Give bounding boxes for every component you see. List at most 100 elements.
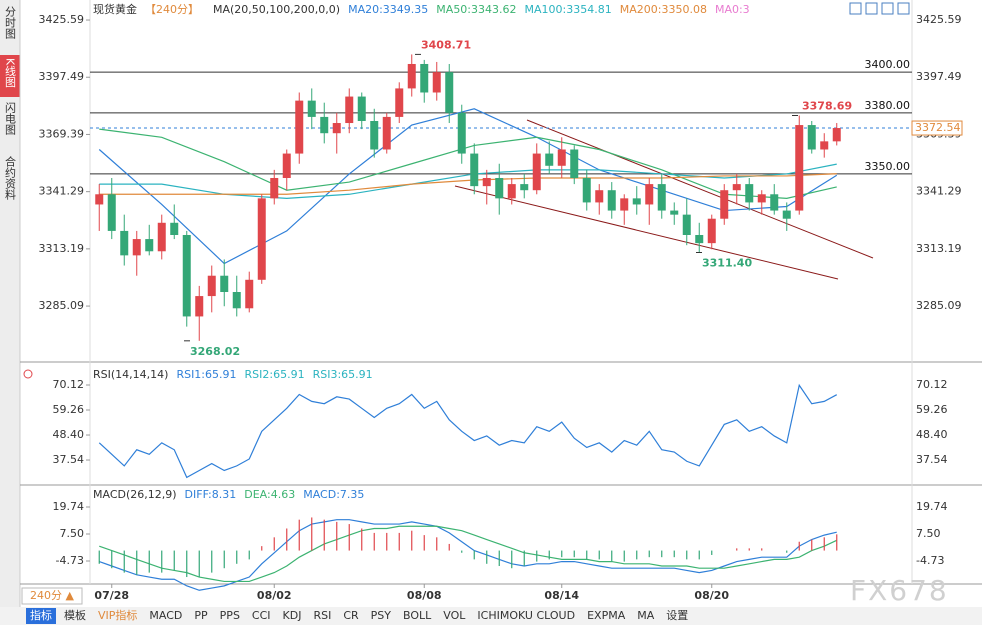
y-tick-label-right: -4.73 [916,554,944,567]
icon[interactable] [881,2,894,15]
legend-text: DEA:4.63 [244,488,295,501]
last-price-box [911,120,963,136]
y-tick-label: -4.73 [56,554,84,567]
last-price-label: 3372.54 [915,121,961,134]
candle-body [770,194,779,211]
y-tick-label: 3397.49 [39,70,85,83]
icon[interactable] [865,2,878,15]
toolbar-active [26,608,56,624]
toolbar-item[interactable]: PP [194,609,208,622]
y-tick-label: 59.26 [53,403,85,416]
candle-body [520,184,529,191]
toolbar-item[interactable]: ICHIMOKU CLOUD [477,609,575,622]
candle-body [682,214,691,235]
toolbar-item[interactable]: CR [343,609,359,622]
y-tick-label: 48.40 [53,428,85,441]
icon[interactable] [897,2,910,15]
annotation: 3378.69 [802,100,852,113]
annotation: 3408.71 [421,38,471,51]
x-tick-label: 07/28 [94,589,129,602]
toolbar-item[interactable]: PSY [371,609,392,622]
toolbar-item[interactable]: KDJ [283,609,302,622]
candle-body [657,184,666,211]
level-label: 3350.00 [865,160,911,173]
y-tick-label: 3425.59 [39,13,85,26]
candle-body [457,112,466,154]
candle-body [307,100,316,117]
toolbar-item[interactable]: 设置 [666,609,688,622]
sidebar-tab[interactable]: 闪电图 [4,101,17,136]
candle-body [495,177,504,199]
legend-text: 【240分】 [145,3,199,16]
y-tick-label: 19.74 [53,500,85,513]
x-tick-label: 08/14 [544,589,579,602]
x-tick-label: 08/08 [407,589,442,602]
toolbar-item[interactable]: 模板 [64,608,86,622]
annotation: 3268.02 [190,345,240,358]
toolbar-item[interactable]: 指标 [30,608,52,622]
candle-body [607,190,616,211]
legend-text: MA20:3349.35 [348,3,428,16]
toolbar-item[interactable]: VIP指标 [98,608,137,622]
y-tick-label: 3313.19 [39,242,85,255]
candle-body [207,275,216,297]
candle-body [695,234,704,244]
toolbar-item[interactable]: RSI [313,609,331,622]
period-button[interactable] [21,587,83,605]
candle-body [132,239,141,256]
toolbar-item[interactable]: PPS [220,609,240,622]
sidebar-tab[interactable]: 合约资料 [4,155,17,201]
y-tick-label-right: 3313.19 [916,242,962,255]
candle-body [245,279,254,309]
y-tick-label-right: 3397.49 [916,70,962,83]
toolbar-item[interactable]: CCI [252,609,271,622]
legend-text: 现货黄金 [93,2,137,16]
candle-body [120,230,129,256]
candle-body [257,198,266,280]
toolbar-item[interactable]: BOLL [403,609,432,622]
toolbar-item[interactable]: VOL [443,609,466,622]
candle-body [620,198,629,211]
candle-body [570,149,579,178]
candle-body [320,116,329,134]
y-tick-label-right: 48.40 [916,428,948,441]
trend-line [526,119,874,259]
legend-text: MA200:3350.08 [620,3,707,16]
series-line [99,525,838,583]
annotation: 3311.40 [702,257,752,270]
legend-text: RSI(14,14,14) [93,368,168,381]
period-button-label[interactable]: 240分 ▲ [30,589,74,602]
toolbar-item[interactable]: EXPMA [587,609,626,622]
candle-body [757,194,766,203]
candle-body [632,198,641,205]
candle-body [420,63,429,93]
y-tick-label: 3341.29 [39,185,85,198]
sidebar-tab[interactable]: K线图 [4,58,17,88]
toolbar [0,607,982,625]
settings-icon[interactable] [23,369,33,379]
y-tick-label: 3285.09 [39,299,85,312]
toolbar-item[interactable]: MACD [149,609,182,622]
toolbar-item[interactable]: MA [637,609,654,622]
legend-text: MA0:3 [715,3,750,16]
legend-text: MACD(26,12,9) [93,488,177,501]
candle-body [220,275,229,293]
candle-body [832,128,841,142]
icon[interactable] [849,2,862,15]
window-icons [849,2,910,15]
trend-lines [454,119,874,280]
candle-body [545,153,554,166]
sidebar-tab[interactable]: 分时图 [4,6,17,40]
candle-body [395,88,404,117]
candle-body [370,120,379,150]
series-line [98,383,838,479]
candle-body [295,100,304,154]
y-tick-label: 7.50 [60,527,85,540]
trend-line [454,185,839,280]
candle-body [107,194,116,231]
legend-text: RSI2:65.91 [245,368,305,381]
y-tick-label: 37.54 [53,453,85,466]
candle-body [470,153,479,187]
y-tick-label-right: 70.12 [916,378,948,391]
